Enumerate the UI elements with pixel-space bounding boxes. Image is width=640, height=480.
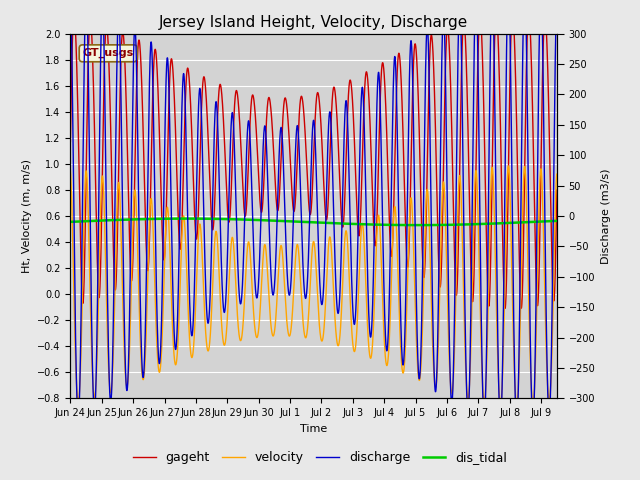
gageht (453, 288, 461, 293)
discharge (453, 123, 461, 129)
Line: velocity: velocity (70, 166, 557, 404)
velocity (91, 394, 99, 400)
velocity (67, 167, 74, 173)
gageht (427, 33, 435, 39)
gageht (91, 143, 99, 149)
dis_tidal (428, 222, 435, 228)
Y-axis label: Ht, Velocity (m, m/s): Ht, Velocity (m, m/s) (22, 159, 31, 273)
gageht (553, 187, 561, 193)
Text: GT_usgs: GT_usgs (83, 48, 134, 59)
velocity (355, 298, 362, 303)
gageht (355, 229, 362, 235)
dis_tidal (414, 222, 422, 228)
Line: dis_tidal: dis_tidal (70, 218, 557, 225)
Line: gageht: gageht (70, 12, 557, 308)
dis_tidal (243, 217, 250, 223)
discharge (427, 199, 435, 205)
velocity (513, 401, 520, 407)
dis_tidal (355, 221, 362, 227)
dis_tidal (453, 222, 461, 228)
Y-axis label: Discharge (m3/s): Discharge (m3/s) (601, 168, 611, 264)
X-axis label: Time: Time (300, 424, 327, 433)
gageht (67, 139, 74, 144)
dis_tidal (376, 222, 383, 228)
velocity (376, 218, 383, 224)
dis_tidal (182, 216, 190, 221)
discharge (355, 223, 362, 228)
velocity (427, 286, 435, 291)
Legend: gageht, velocity, discharge, dis_tidal: gageht, velocity, discharge, dis_tidal (128, 446, 512, 469)
dis_tidal (553, 218, 561, 224)
gageht (509, 9, 516, 14)
discharge (243, 151, 250, 157)
dis_tidal (91, 218, 99, 224)
discharge (91, 407, 99, 412)
Title: Jersey Island Height, Velocity, Discharge: Jersey Island Height, Velocity, Discharg… (159, 15, 468, 30)
velocity (504, 163, 512, 169)
dis_tidal (67, 219, 74, 225)
gageht (501, 305, 509, 311)
discharge (513, 420, 520, 426)
Line: discharge: discharge (70, 0, 557, 423)
gageht (243, 204, 250, 209)
velocity (453, 244, 461, 250)
discharge (376, 79, 383, 84)
gageht (376, 124, 383, 130)
velocity (243, 258, 250, 264)
velocity (553, 171, 561, 177)
